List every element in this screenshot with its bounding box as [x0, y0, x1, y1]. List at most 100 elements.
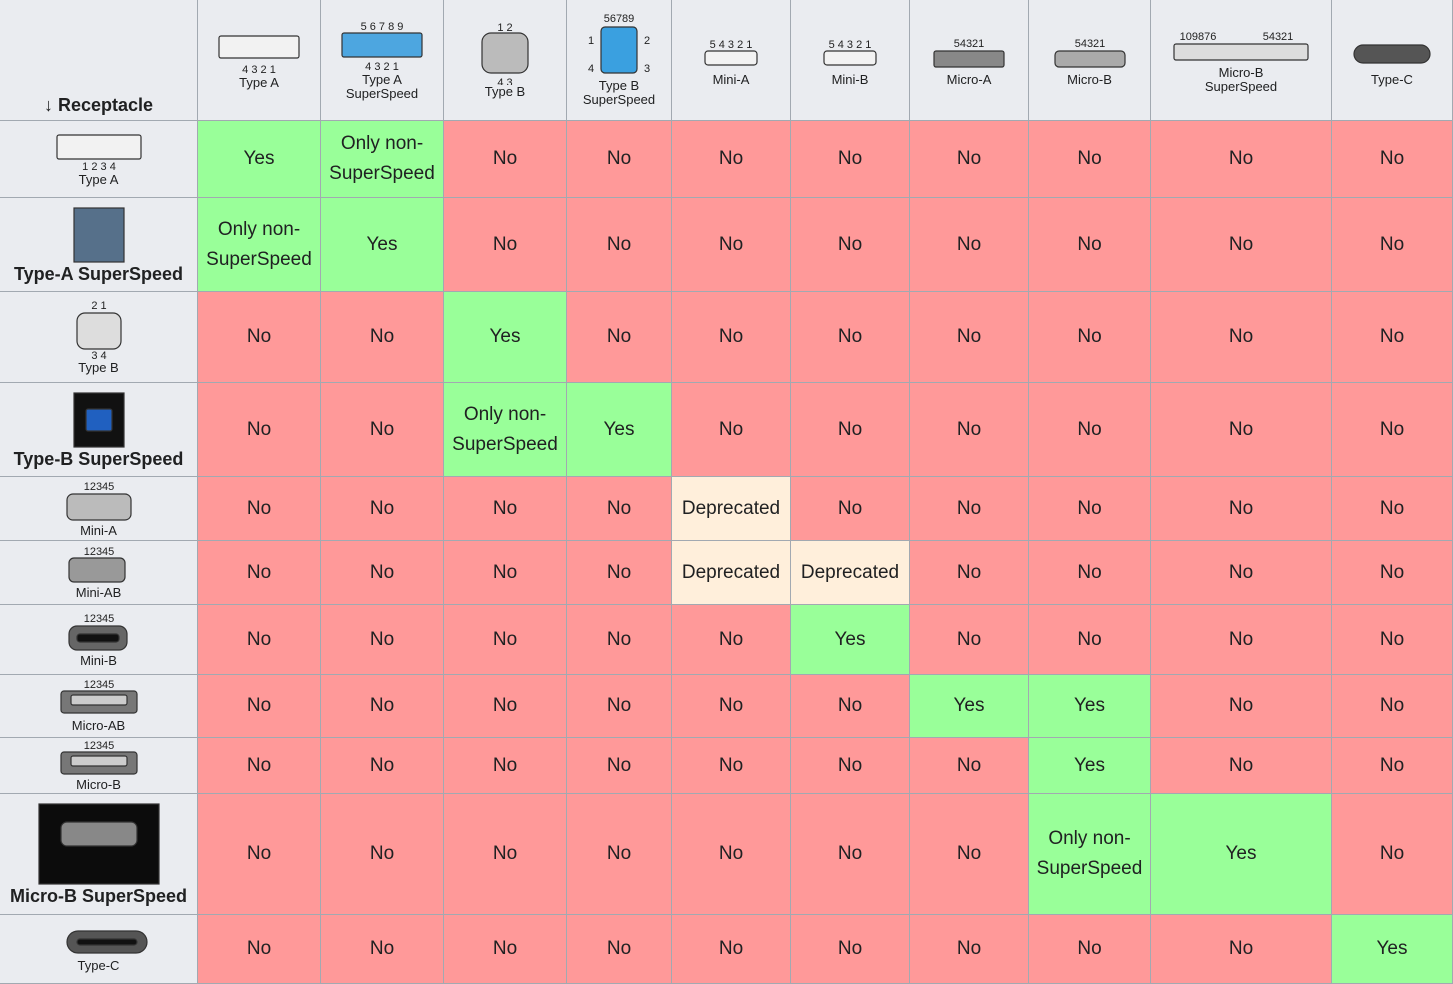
compat-cell: No	[672, 675, 791, 738]
row-header: Micro-B SuperSpeed	[0, 794, 198, 915]
compat-cell: No	[791, 477, 910, 541]
compat-cell: No	[1151, 541, 1332, 605]
compat-cell: No	[198, 383, 321, 477]
compat-cell: Only non-SuperSpeed	[444, 383, 567, 477]
connector-icon: 12345	[65, 480, 132, 521]
row-label: Type A	[78, 172, 119, 187]
compat-cell: No	[791, 794, 910, 915]
compat-cell: No	[567, 915, 672, 984]
compat-cell: No	[444, 121, 567, 198]
compat-cell: No	[567, 794, 672, 915]
connector-icon: 2 1 3 4	[75, 300, 122, 361]
connector-icon	[37, 803, 160, 885]
compat-cell: No	[567, 605, 672, 675]
compat-cell: No	[1332, 121, 1453, 198]
compat-cell: No	[1151, 292, 1332, 383]
compat-cell: No	[444, 198, 567, 292]
corner-header: ↓ Receptacle	[0, 0, 198, 121]
column-header: 1 2 4 3 Type B	[444, 0, 567, 121]
compat-cell: No	[910, 477, 1029, 541]
compat-cell: No	[444, 477, 567, 541]
compat-cell: No	[567, 477, 672, 541]
connector-shape	[823, 50, 877, 66]
row-label: Micro-AB	[71, 718, 126, 733]
compat-cell: No	[1029, 915, 1151, 984]
compat-cell: No	[1151, 915, 1332, 984]
column-header: 5 4 3 2 1 Mini-B	[791, 0, 910, 121]
connector-shape	[65, 492, 132, 521]
pin-numbers: 4 3	[497, 77, 512, 85]
compat-cell: No	[198, 915, 321, 984]
compat-cell: Only non-SuperSpeed	[198, 198, 321, 292]
connector-icon: 12345	[67, 546, 126, 583]
compat-cell: No	[198, 605, 321, 675]
connector-icon	[72, 206, 125, 263]
compat-cell: No	[444, 675, 567, 738]
compat-cell: No	[321, 383, 444, 477]
compat-cell: No	[672, 794, 791, 915]
compat-cell: No	[567, 738, 672, 794]
compat-cell: No	[444, 605, 567, 675]
compat-cell: No	[791, 292, 910, 383]
compat-cell: No	[198, 675, 321, 738]
pin-numbers: 12345	[83, 546, 114, 558]
connector-shape	[72, 206, 125, 263]
compat-cell: Yes	[198, 121, 321, 198]
row-label: Type-C	[77, 958, 120, 973]
compat-cell: No	[321, 675, 444, 738]
connector-shape	[218, 35, 300, 59]
column-header: 4 3 2 1 Type A	[198, 0, 321, 121]
connector-icon: 12345	[67, 612, 128, 651]
compat-cell: No	[1151, 477, 1332, 541]
compat-cell: Yes	[567, 383, 672, 477]
row-label: Micro-B SuperSpeed	[9, 886, 188, 906]
compat-cell: No	[910, 121, 1029, 198]
compat-cell: No	[1332, 738, 1453, 794]
compat-cell: Yes	[791, 605, 910, 675]
compat-cell: No	[791, 121, 910, 198]
row-header: 12345 Micro-AB	[0, 675, 198, 738]
row-header: Type-C	[0, 915, 198, 984]
compat-cell: No	[910, 915, 1029, 984]
column-label: Mini-A	[712, 72, 750, 87]
compat-cell: No	[910, 292, 1029, 383]
compat-cell: No	[1029, 198, 1151, 292]
pin-numbers: 1 2	[497, 22, 512, 34]
pin-numbers: 5 4 3 2 1	[829, 39, 872, 51]
connector-icon: 54321	[1053, 38, 1126, 68]
row-label: Mini-AB	[75, 584, 122, 600]
connector-icon: 5 6 7 8 9 4 3 2 1	[341, 21, 423, 73]
pin-numbers: 4	[588, 63, 594, 75]
compat-cell: No	[791, 383, 910, 477]
column-label: Type B SuperSpeed	[582, 78, 656, 107]
compat-cell: No	[1332, 383, 1453, 477]
pin-numbers: 5 6 7 8 9	[361, 21, 404, 33]
connector-shape	[1173, 43, 1309, 61]
compat-cell: No	[1332, 541, 1453, 605]
compat-cell: No	[910, 383, 1029, 477]
pin-numbers: 56789	[604, 13, 635, 25]
compat-cell: No	[567, 121, 672, 198]
compat-cell: No	[1029, 292, 1151, 383]
compat-cell: No	[1029, 121, 1151, 198]
compat-cell: No	[198, 738, 321, 794]
compat-cell: No	[1029, 605, 1151, 675]
compat-cell: No	[791, 738, 910, 794]
connector-shape	[84, 407, 113, 432]
connector-shape	[55, 134, 142, 160]
connector-icon: 5 4 3 2 1	[704, 39, 758, 66]
column-label: Micro-A	[946, 72, 992, 87]
row-label: Mini-A	[80, 522, 117, 538]
row-label: Type-B SuperSpeed	[13, 448, 184, 469]
pin-numbers: 2 1	[91, 300, 106, 312]
compat-cell: Deprecated	[791, 541, 910, 605]
compat-cell: Only non-SuperSpeed	[1029, 794, 1151, 915]
compat-cell: Yes	[1332, 915, 1453, 984]
compat-cell: No	[1151, 383, 1332, 477]
column-header: 54321 Micro-A	[910, 0, 1029, 121]
compat-cell: No	[444, 915, 567, 984]
pin-numbers: 4 3 2 1	[242, 64, 276, 76]
column-header: 54321 Micro-B	[1029, 0, 1151, 121]
pin-numbers: 2	[644, 35, 650, 47]
